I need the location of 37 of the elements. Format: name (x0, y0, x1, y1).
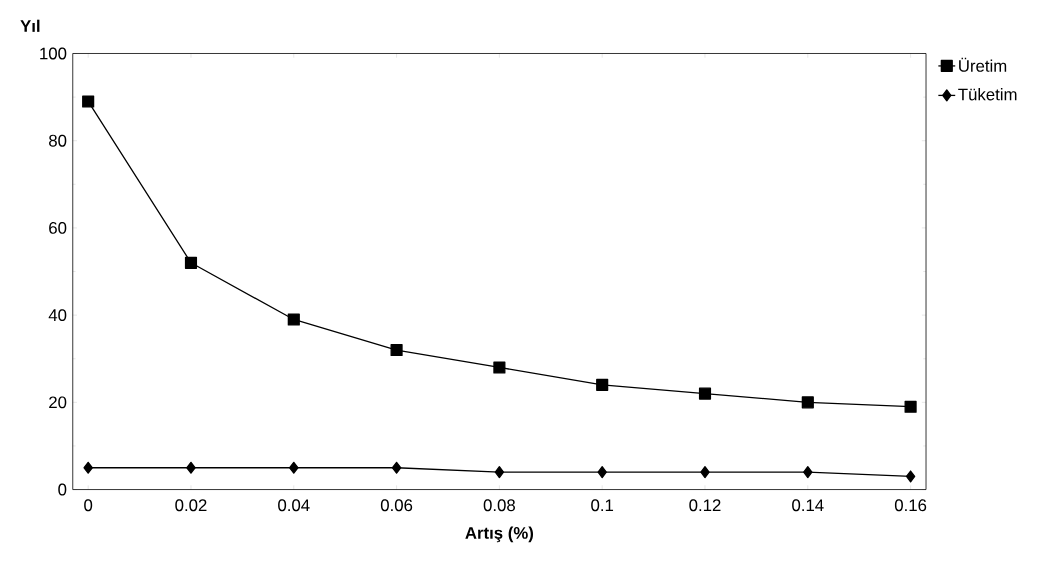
y-tick-label: 80 (49, 134, 67, 147)
point (186, 461, 196, 474)
point (494, 466, 505, 479)
point (289, 461, 299, 474)
y-axis-title: Yıl (20, 19, 40, 32)
x-axis-title: Artış (%) (465, 526, 534, 543)
x-tick-label: 0.02 (175, 499, 207, 512)
point (391, 461, 402, 474)
y-tick-label: 60 (49, 222, 67, 234)
x-tick-label: 0.1 (591, 499, 614, 512)
x-tick-label: 0.06 (380, 499, 413, 512)
point (801, 396, 814, 409)
x-tick-label: 0.08 (483, 499, 515, 512)
point (390, 344, 403, 357)
point (803, 466, 813, 479)
x-tick-label: 0.04 (278, 499, 310, 512)
point (287, 313, 300, 326)
point (904, 400, 917, 413)
x-tick-label: 0.16 (894, 499, 927, 512)
y-tick-label: 40 (48, 309, 67, 322)
y-tick-label: 100 (40, 47, 67, 60)
point (493, 361, 506, 374)
legend-label: Üretim (959, 57, 1007, 72)
x-tick-label: 0.14 (792, 499, 824, 512)
point (184, 256, 198, 269)
point (82, 95, 95, 108)
y-tick-label: 0 (58, 483, 67, 496)
point (596, 378, 609, 392)
point (83, 461, 93, 474)
legend-label: Tüketim (958, 88, 1017, 101)
point (905, 470, 916, 483)
point (597, 466, 607, 479)
point (700, 466, 710, 479)
point (698, 387, 712, 400)
x-tick-label: 0 (84, 499, 93, 512)
x-tick-label: 0.12 (689, 499, 721, 512)
y-tick-label: 20 (49, 396, 67, 409)
